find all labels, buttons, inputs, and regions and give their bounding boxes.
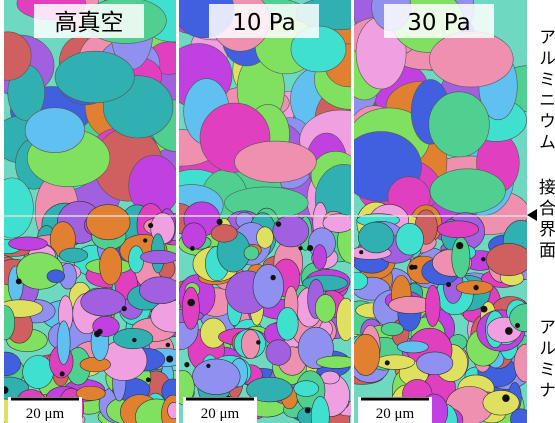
pore (502, 394, 510, 402)
pore (359, 250, 363, 254)
grain (416, 352, 452, 375)
grain (80, 357, 111, 372)
pore (473, 285, 478, 290)
grain (336, 298, 355, 341)
grain (9, 237, 48, 250)
pore (143, 238, 147, 242)
grain (266, 340, 291, 366)
grain (277, 308, 298, 341)
pore (276, 222, 281, 227)
pore (456, 242, 463, 249)
pore (505, 327, 513, 335)
grain (437, 221, 478, 238)
grain (313, 245, 327, 270)
ebsd-panel (141, 0, 386, 423)
grain (273, 216, 309, 247)
grain (55, 51, 134, 103)
pore (187, 299, 195, 307)
side-label: アルミナ (533, 318, 555, 402)
grain (483, 390, 519, 415)
pore (385, 360, 390, 365)
panel-label: 30 Pa (407, 10, 471, 36)
grain (168, 402, 180, 418)
panel-label: 高真空 (55, 10, 124, 36)
pore (1, 386, 9, 394)
grain (315, 294, 335, 322)
grain (429, 32, 513, 87)
grain (235, 141, 317, 182)
grain (375, 355, 415, 370)
grain (182, 287, 199, 329)
ebsd-panel (0, 0, 210, 423)
pore (307, 245, 313, 251)
pore (148, 223, 153, 228)
grain (57, 321, 70, 365)
pore (166, 355, 173, 362)
grain (396, 223, 424, 255)
grain (425, 285, 440, 326)
pore (60, 371, 65, 376)
panel-label: 10 Pa (232, 10, 296, 36)
grain (257, 227, 274, 248)
grain (317, 356, 357, 369)
pore (190, 246, 195, 251)
ebsd-maps: 高真空 20 μm 10 Pa 20 μm 30 Pa 20 μm (0, 0, 555, 423)
scale-label: 20 μm (201, 406, 240, 422)
grain (47, 270, 65, 283)
grain (23, 356, 54, 389)
grain (100, 247, 122, 285)
panels (0, 0, 555, 423)
ebsd-panel (330, 0, 555, 423)
grain (211, 225, 237, 243)
pore (146, 377, 151, 382)
grain (25, 108, 85, 153)
pore (184, 362, 189, 367)
pore (515, 323, 520, 328)
pore (217, 219, 223, 225)
grain (139, 277, 181, 304)
grain (140, 250, 178, 263)
pore (299, 246, 303, 250)
grain (397, 341, 428, 353)
grain (430, 169, 505, 214)
pore (256, 340, 260, 344)
grain (352, 334, 380, 375)
grain (294, 381, 319, 397)
grain (381, 322, 403, 335)
pore (16, 279, 22, 285)
side-label: 接合界面 (533, 178, 555, 262)
grain (429, 92, 490, 157)
pore (97, 329, 103, 335)
figure: 高真空 20 μm 10 Pa 20 μm 30 Pa 20 μm アルミニウム 接合界面… (0, 0, 555, 423)
pore (409, 265, 414, 270)
grain (486, 243, 531, 275)
grain (253, 264, 284, 308)
grain (244, 246, 259, 260)
pore (166, 343, 170, 347)
pore (206, 364, 210, 368)
grain (192, 359, 240, 395)
pore (481, 306, 488, 313)
scale-label: 20 μm (26, 406, 65, 422)
grain (81, 288, 126, 316)
pore (132, 338, 136, 342)
grain (59, 248, 87, 262)
pore (446, 282, 451, 287)
pore (305, 407, 311, 413)
side-label: アルミニウム (533, 28, 555, 154)
pore (270, 275, 275, 280)
pore (481, 257, 485, 261)
grain (182, 223, 206, 250)
grain (358, 222, 394, 253)
grain (86, 205, 130, 240)
pore (122, 306, 127, 311)
scale-label: 20 μm (376, 406, 415, 422)
